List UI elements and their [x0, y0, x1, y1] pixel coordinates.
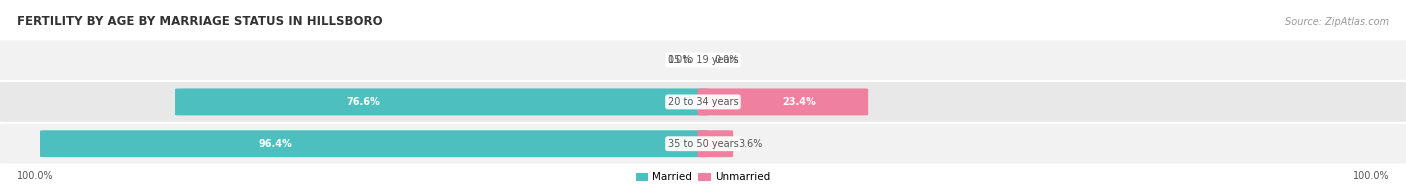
Text: 0.0%: 0.0% [714, 55, 738, 65]
FancyBboxPatch shape [0, 40, 1406, 80]
Text: 76.6%: 76.6% [347, 97, 381, 107]
FancyBboxPatch shape [697, 88, 868, 115]
Text: 23.4%: 23.4% [782, 97, 815, 107]
FancyBboxPatch shape [697, 130, 733, 157]
Text: FERTILITY BY AGE BY MARRIAGE STATUS IN HILLSBORO: FERTILITY BY AGE BY MARRIAGE STATUS IN H… [17, 15, 382, 28]
Text: 100.0%: 100.0% [1353, 171, 1389, 181]
Text: 0.0%: 0.0% [668, 55, 692, 65]
Text: 100.0%: 100.0% [17, 171, 53, 181]
FancyBboxPatch shape [174, 88, 709, 115]
Text: 96.4%: 96.4% [259, 139, 292, 149]
Text: 20 to 34 years: 20 to 34 years [668, 97, 738, 107]
Text: 15 to 19 years: 15 to 19 years [668, 55, 738, 65]
FancyBboxPatch shape [0, 82, 1406, 122]
Text: 3.6%: 3.6% [738, 139, 763, 149]
Text: Source: ZipAtlas.com: Source: ZipAtlas.com [1285, 16, 1389, 27]
Legend: Married, Unmarried: Married, Unmarried [631, 168, 775, 187]
Text: 35 to 50 years: 35 to 50 years [668, 139, 738, 149]
FancyBboxPatch shape [39, 130, 709, 157]
FancyBboxPatch shape [0, 124, 1406, 164]
